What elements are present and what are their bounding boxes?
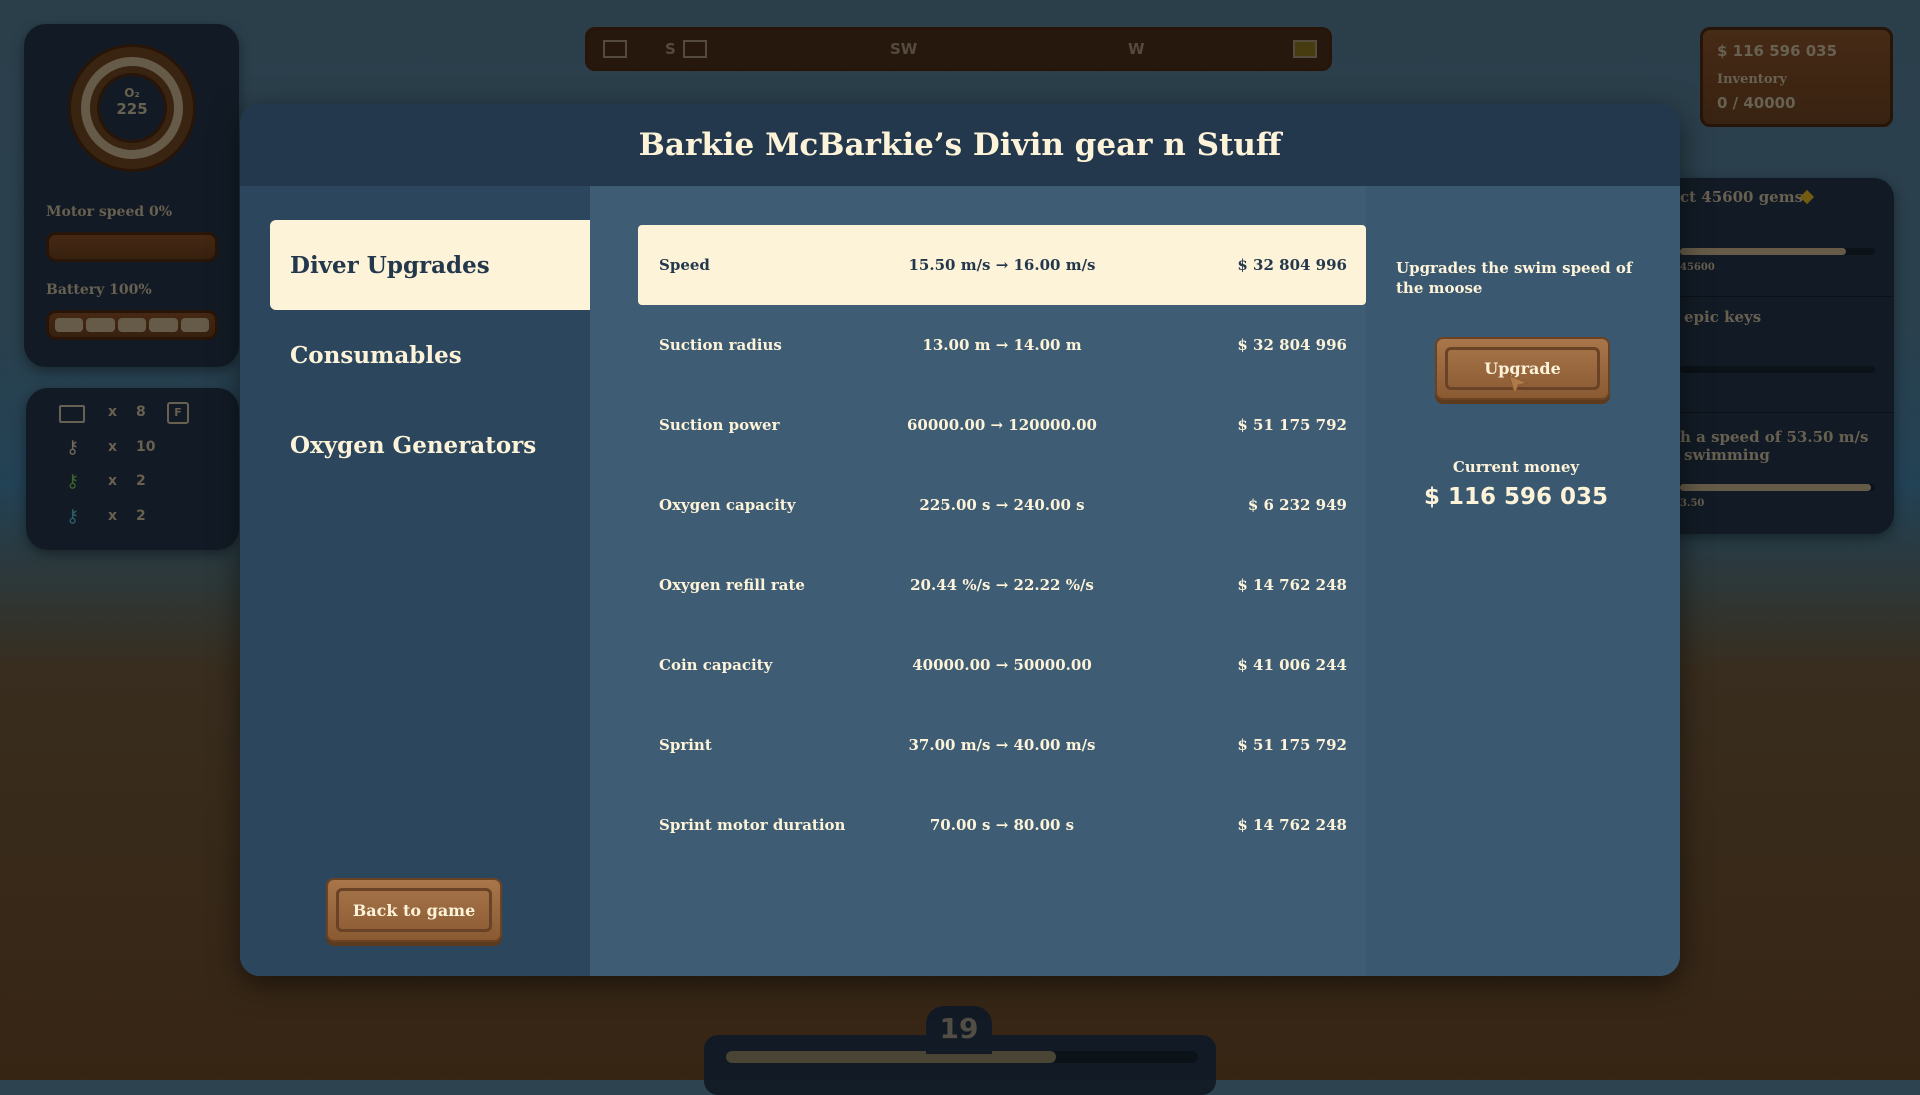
quest-sub: 45600 [1680, 262, 1715, 273]
key-count: 10 [136, 439, 156, 455]
shop-dialog: Barkie McBarkie’s Divin gear n Stuff Div… [240, 104, 1680, 976]
quest-progress [1680, 248, 1846, 255]
quest-text: h a speed of 53.50 m/s [1680, 428, 1869, 446]
blue-key-icon: ⚷ [66, 506, 80, 527]
quest-text: ct 45600 gems [1680, 188, 1804, 206]
green-key-count: 2 [136, 473, 146, 489]
key-icon: ⚷ [66, 437, 80, 458]
inventory-label: Inventory [1717, 72, 1787, 87]
folder-icon [1293, 40, 1317, 58]
upgrade-value: 225.00 s → 240.00 s [919, 496, 1085, 514]
upgrade-value: 70.00 s → 80.00 s [929, 816, 1075, 834]
oxygen-gauge: O₂ 225 [68, 44, 196, 172]
detail-panel: Upgrades the swim speed of the moose Upg… [1366, 186, 1680, 976]
level-badge: 19 [926, 1006, 992, 1054]
upgrade-row[interactable]: Sprint motor duration 70.00 s → 80.00 s $ … [638, 785, 1366, 865]
upgrade-row[interactable]: Speed 15.50 m/s → 16.00 m/s $ 32 804 996 [638, 225, 1366, 305]
upgrade-row[interactable]: Oxygen refill rate 20.44 %/s → 22.22 %/s $… [638, 545, 1366, 625]
upgrade-row[interactable]: Suction radius 13.00 m → 14.00 m $ 32 804 … [638, 305, 1366, 385]
wallet-money: $ 116 596 035 [1717, 42, 1838, 60]
inventory-value: 0 / 40000 [1717, 94, 1796, 112]
times: x [108, 508, 118, 524]
upgrade-button[interactable]: Upgrade [1435, 337, 1610, 400]
o2-label: O₂ [124, 86, 140, 100]
upgrade-row[interactable]: Sprint 37.00 m/s → 40.00 m/s $ 51 175 792 [638, 705, 1366, 785]
green-key-icon: ⚷ [66, 471, 80, 492]
upgrade-name: Sprint motor duration [659, 816, 846, 834]
blue-key-count: 2 [136, 508, 146, 524]
cursor-icon [1508, 374, 1529, 395]
upgrade-value: 37.00 m/s → 40.00 m/s [908, 736, 1096, 754]
upgrade-price: $ 14 762 248 [1237, 576, 1347, 594]
folder-count: 8 [136, 404, 146, 420]
upgrade-name: Suction radius [659, 336, 782, 354]
upgrade-value: 15.50 m/s → 16.00 m/s [908, 256, 1096, 274]
upgrade-label: Upgrade [1484, 359, 1561, 378]
upgrade-row[interactable]: Suction power 60000.00 → 120000.00 $ 51 17… [638, 385, 1366, 465]
current-money-label: Current money [1452, 458, 1580, 476]
status-card: O₂ 225 Motor speed 0% Battery 100% [24, 24, 239, 367]
wallet-panel: $ 116 596 035 Inventory 0 / 40000 [1700, 27, 1893, 127]
quest-progress [1680, 484, 1872, 491]
upgrade-name: Speed [659, 256, 710, 274]
upgrade-name: Sprint [659, 736, 712, 754]
motor-speed-bar [46, 232, 218, 262]
battery-label: Battery 100% [46, 282, 152, 298]
upgrade-description: Upgrades the swim speed of the moose [1396, 259, 1633, 297]
upgrade-value: 20.44 %/s → 22.22 %/s [910, 576, 1094, 594]
upgrade-price: $ 6 232 949 [1247, 496, 1347, 514]
hotkey-f: F [167, 402, 189, 424]
times: x [108, 439, 118, 455]
back-label: Back to game [352, 900, 476, 920]
category-sidebar: Diver Upgrades Consumables Oxygen Genera… [240, 186, 590, 976]
level-value: 19 [939, 1012, 979, 1045]
folder-icon [683, 40, 707, 58]
upgrade-name: Oxygen refill rate [659, 576, 805, 594]
compass: S SW W [585, 27, 1332, 71]
upgrade-price: $ 32 804 996 [1237, 336, 1347, 354]
tab-oxygen-generators[interactable]: Oxygen Generators [290, 431, 537, 459]
back-to-game-button[interactable]: Back to game [326, 878, 502, 942]
folder-icon [603, 40, 627, 58]
inventory-card: x 8 F ⚷ x 10 ⚷ x 2 ⚷ x 2 [26, 388, 239, 550]
quest-text: swimming [1684, 446, 1770, 464]
compass-w: W [1128, 40, 1145, 58]
compass-s: S [665, 40, 676, 58]
upgrade-price: $ 14 762 248 [1237, 816, 1347, 834]
current-money-value: $ 116 596 035 [1423, 484, 1609, 510]
quest-panel: ct 45600 gems 45600 epic keys h a speed … [1640, 178, 1894, 534]
motor-speed-label: Motor speed 0% [46, 204, 173, 220]
upgrade-price: $ 51 175 792 [1237, 736, 1347, 754]
shop-title: Barkie McBarkie’s Divin gear n Stuff [638, 127, 1282, 163]
upgrade-name: Coin capacity [659, 656, 773, 674]
upgrade-price: $ 32 804 996 [1237, 256, 1347, 274]
upgrade-name: Suction power [659, 416, 780, 434]
upgrade-name: Oxygen capacity [659, 496, 796, 514]
folder-icon [59, 405, 85, 423]
times: x [108, 404, 118, 420]
xp-progress [726, 1051, 1057, 1063]
battery-bar [46, 310, 218, 340]
o2-value: 225 [116, 100, 148, 118]
quest-text: epic keys [1684, 308, 1762, 326]
tab-consumables[interactable]: Consumables [290, 341, 462, 369]
upgrade-price: $ 41 006 244 [1237, 656, 1347, 674]
tab-diver-upgrades[interactable]: Diver Upgrades [270, 220, 590, 310]
upgrade-value: 40000.00 → 50000.00 [912, 656, 1092, 674]
upgrade-row[interactable]: Oxygen capacity 225.00 s → 240.00 s $ 6 23… [638, 465, 1366, 545]
upgrade-value: 60000.00 → 120000.00 [906, 416, 1097, 434]
compass-sw: SW [890, 40, 918, 58]
times: x [108, 473, 118, 489]
shop-header: Barkie McBarkie’s Divin gear n Stuff [240, 104, 1680, 186]
upgrade-row[interactable]: Coin capacity 40000.00 → 50000.00 $ 41 006… [638, 625, 1366, 705]
upgrade-price: $ 51 175 792 [1237, 416, 1347, 434]
quest-sub: 3.50 [1680, 498, 1705, 509]
upgrade-value: 13.00 m → 14.00 m [922, 336, 1082, 354]
